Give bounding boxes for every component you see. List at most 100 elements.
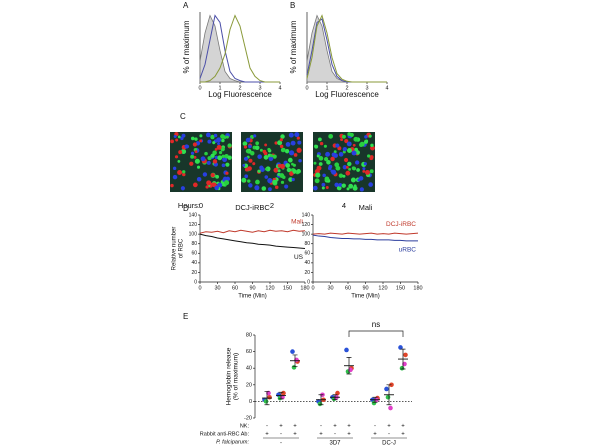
condition-sign: + [333, 424, 337, 430]
cell [257, 154, 263, 160]
y-tick-label: 20 [246, 382, 252, 388]
data-line [306, 14, 387, 83]
cell [259, 167, 265, 172]
cell [291, 177, 295, 182]
cell [199, 139, 203, 143]
x-axis-label: Time (Min) [351, 294, 379, 300]
cell [279, 173, 285, 178]
cell [225, 162, 230, 167]
cell [217, 155, 223, 161]
panel-label: B [290, 1, 295, 10]
cell [363, 139, 368, 144]
cell [193, 155, 197, 159]
cell [347, 132, 352, 136]
row-label: NK: [240, 423, 250, 429]
cell [342, 135, 346, 139]
cell [246, 138, 250, 142]
cell [172, 166, 177, 171]
y-tick-label: 0 [307, 279, 310, 285]
cell [328, 133, 334, 139]
y-tick-label: 120 [189, 222, 198, 228]
condition-sign: + [293, 424, 297, 430]
cell [294, 132, 300, 138]
x-tick-label: 90 [362, 285, 368, 291]
x-tick-label: 180 [300, 285, 309, 291]
cell [221, 163, 226, 168]
cell [220, 134, 225, 139]
cell [317, 137, 322, 142]
cell [345, 165, 349, 169]
error-bar [386, 384, 392, 406]
cell [274, 141, 278, 145]
cell [341, 183, 346, 188]
cell [243, 156, 249, 161]
cell [215, 174, 220, 179]
cell [334, 182, 339, 187]
cell [342, 174, 346, 178]
x-tick-label: 4 [278, 85, 281, 91]
cell [277, 169, 281, 173]
y-tick-label: 60 [191, 251, 197, 257]
cell [286, 167, 292, 173]
x-tick-label: 0 [198, 285, 201, 291]
cell [257, 169, 261, 173]
cell [248, 183, 253, 188]
data-point [335, 390, 340, 396]
series-label: uRBC [399, 247, 417, 254]
cell [338, 151, 344, 157]
data-line [312, 234, 418, 242]
cell [370, 143, 374, 148]
cell [192, 182, 198, 188]
x-tick-label: 3 [365, 85, 368, 91]
panel-label: D [183, 204, 189, 213]
cell [287, 157, 293, 163]
cell [205, 132, 211, 138]
x-tick-label: 30 [214, 285, 220, 291]
cell [221, 138, 225, 143]
cell [264, 175, 269, 179]
group-label: - [280, 441, 282, 447]
error-bar [346, 357, 352, 375]
cell [210, 172, 215, 178]
cell [267, 187, 272, 192]
cell [343, 157, 349, 163]
cell [296, 169, 301, 174]
x-tick-label: 0 [198, 85, 201, 91]
cell [368, 134, 372, 138]
cell [194, 158, 200, 164]
hour-label: 4 [342, 201, 346, 210]
cell [330, 156, 335, 162]
cell [264, 167, 268, 171]
condition-sign: + [401, 432, 405, 438]
cell [180, 136, 184, 141]
condition-sign: + [373, 432, 377, 438]
y-tick-label: 0 [249, 399, 252, 405]
cell [328, 164, 333, 169]
data-point [384, 386, 389, 392]
data-point [403, 352, 408, 358]
x-tick-label: 0 [305, 85, 308, 91]
cell [321, 182, 326, 187]
cell [367, 154, 371, 158]
cell [253, 134, 257, 138]
condition-sign: + [401, 424, 405, 430]
cell [241, 177, 247, 183]
cell [214, 185, 219, 191]
x-tick-label: 60 [345, 285, 351, 291]
cell [354, 160, 360, 165]
cell [292, 169, 297, 174]
cell [181, 133, 186, 138]
cell [331, 152, 336, 157]
cell [200, 156, 206, 162]
cell [297, 140, 302, 145]
y-axis-label: Relative number [172, 227, 178, 271]
error-bar [372, 396, 378, 403]
cell [314, 144, 319, 149]
error-bar [400, 348, 406, 370]
cell [324, 176, 330, 182]
cell [194, 150, 198, 154]
y-tick-label: 40 [191, 260, 197, 266]
error-bar [278, 391, 284, 400]
cell [207, 139, 212, 144]
data-line [199, 229, 306, 234]
